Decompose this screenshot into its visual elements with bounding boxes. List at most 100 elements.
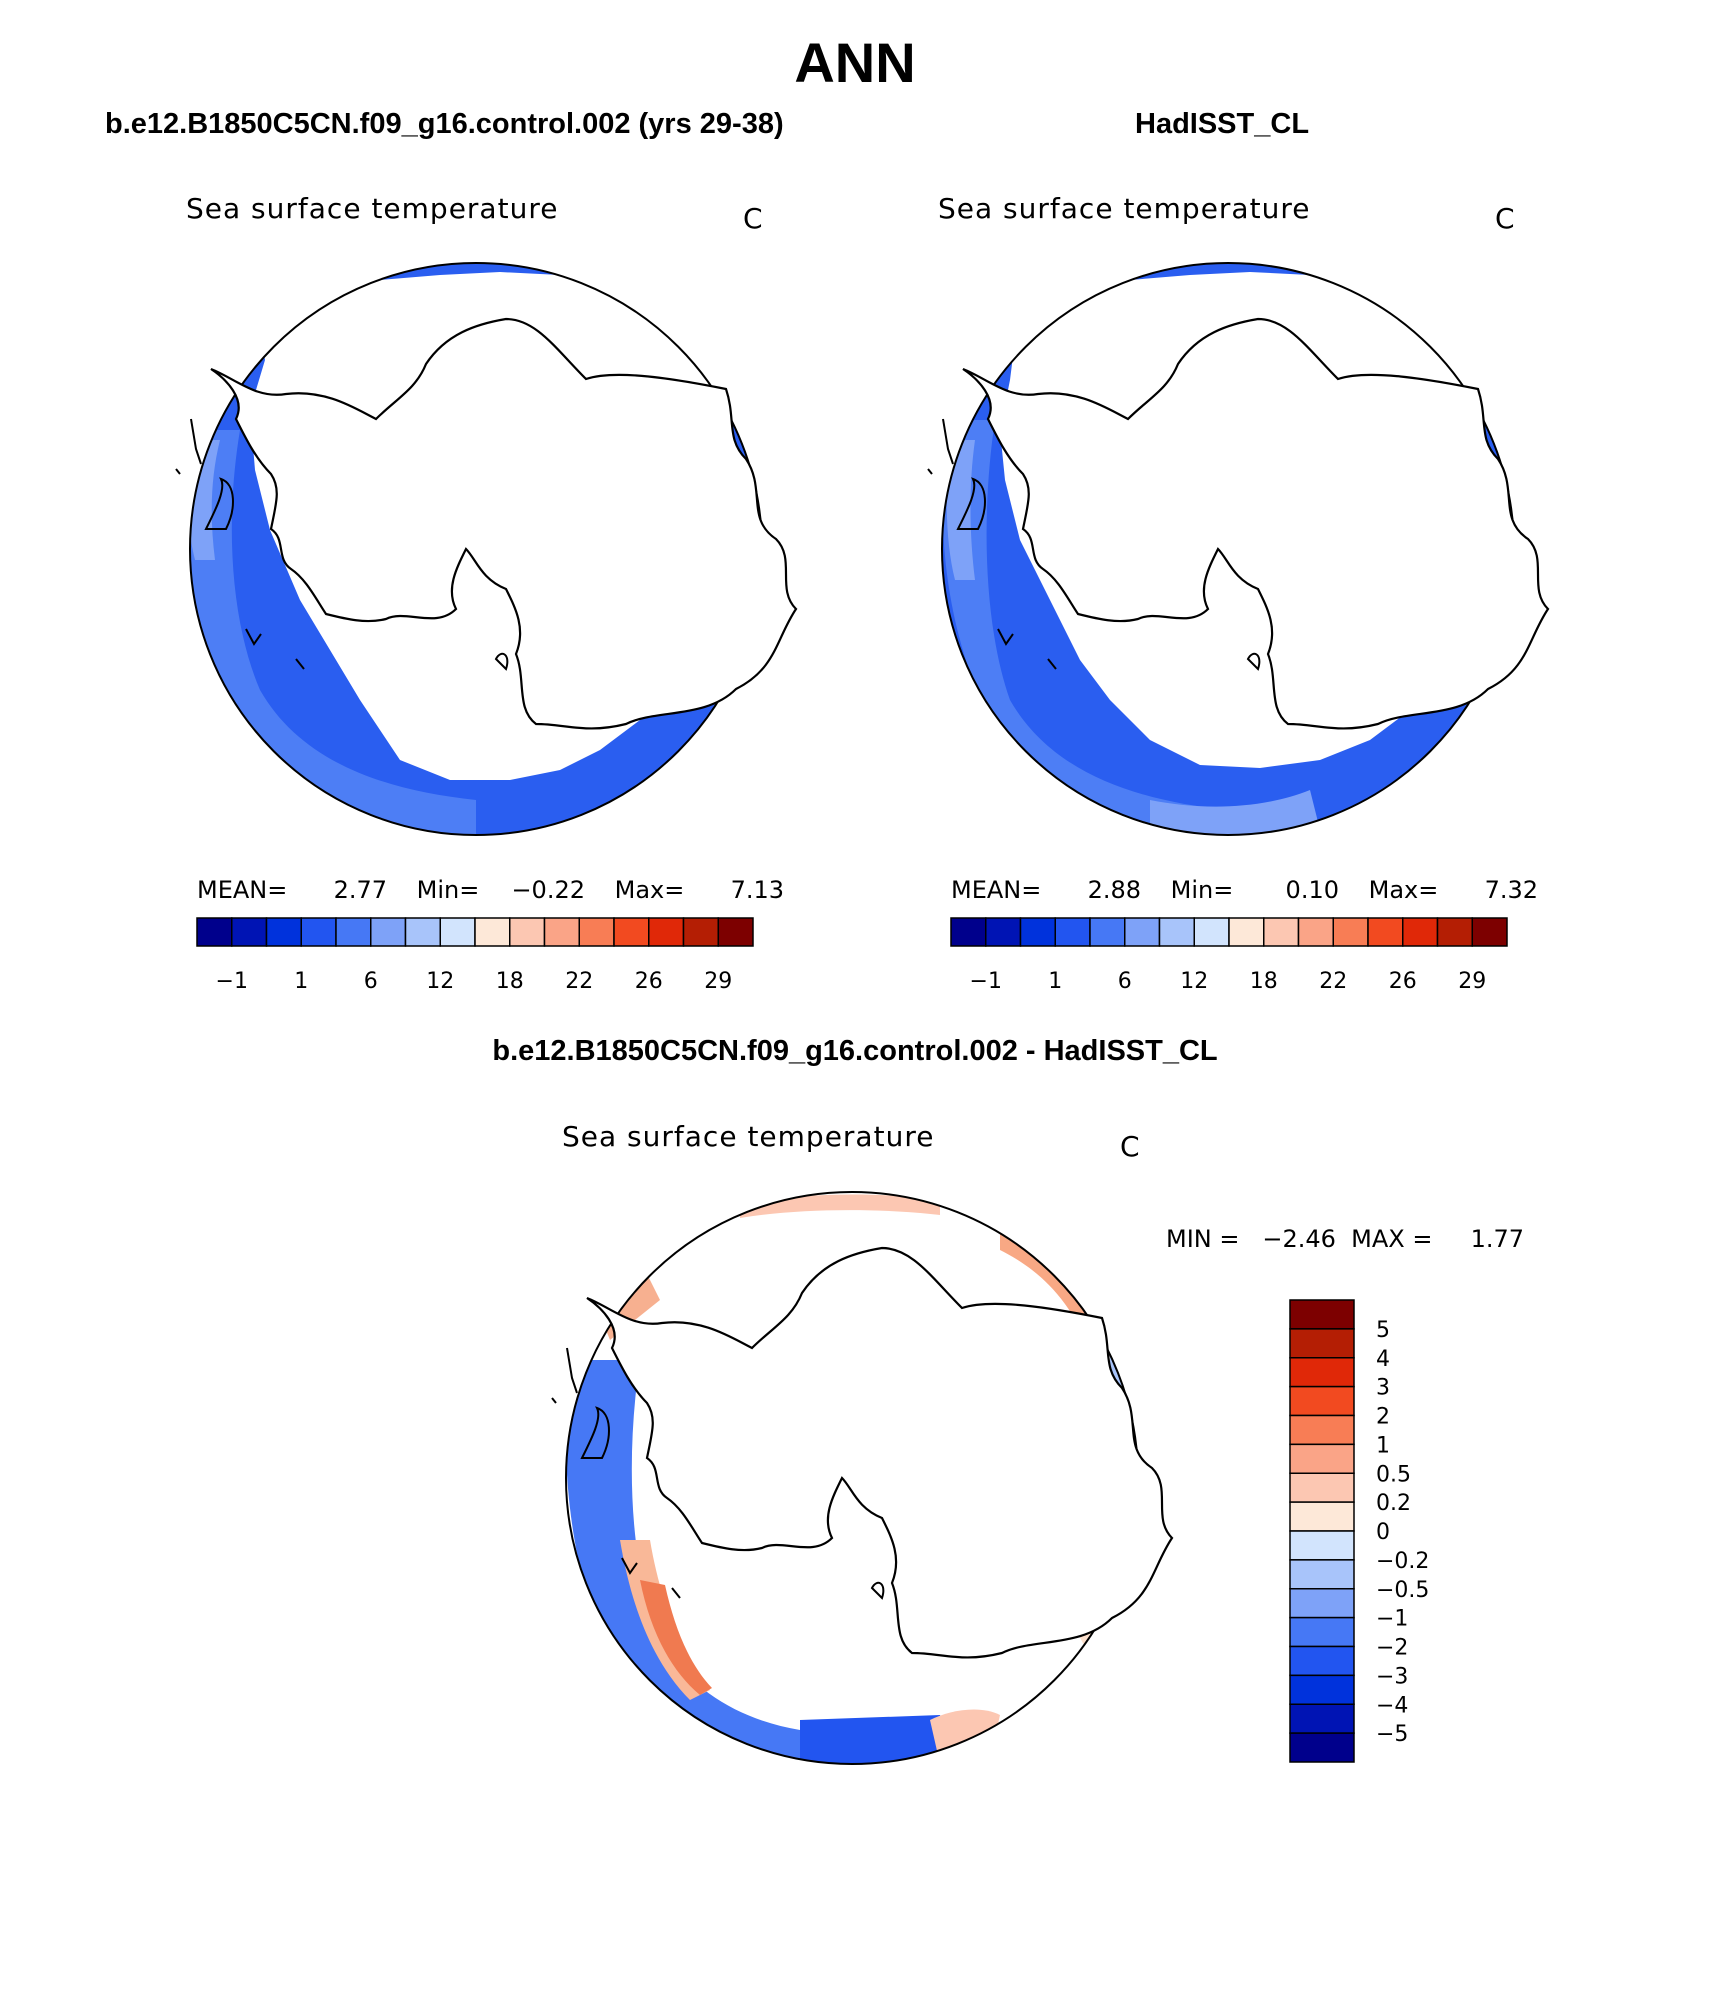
diff-colorbar: 5 4 3 2 1 0.5 0.2 0 −0.2 −0.5 −1 −2 −3 −4 −5: [1289, 1299, 1429, 1763]
obs-colorbar-box: [950, 917, 987, 947]
model-colorbar-box: [300, 917, 337, 947]
obs-colorbar-box: [1263, 917, 1300, 947]
diff-stats: MIN = −2.46 MAX = 1.77: [1166, 1225, 1525, 1253]
diff-colorbar-box: [1289, 1616, 1355, 1648]
model-stats: MEAN= 2.77 Min= −0.22 Max= 7.13: [197, 876, 784, 904]
obs-colorbar-box: [1367, 917, 1404, 947]
model-colorbar-box: [578, 917, 615, 947]
diff-colorbar-box: [1289, 1501, 1355, 1532]
model-colorbar-tick-label: 12: [426, 969, 454, 994]
obs-colorbar-tick-label: 6: [1118, 969, 1132, 994]
obs-map: [926, 262, 1550, 836]
obs-colorbar-box: [1054, 917, 1091, 947]
figure-title: ANN: [794, 31, 916, 94]
model-max-value: 7.13: [730, 876, 784, 904]
diff-colorbar-tick-label: 0.2: [1376, 1491, 1411, 1516]
diff-colorbar-tick-label: −0.2: [1376, 1549, 1429, 1574]
obs-mean-value: 2.88: [1087, 876, 1141, 904]
obs-units-label: C: [1495, 202, 1515, 235]
obs-mean-label: MEAN=: [951, 876, 1042, 904]
model-colorbar-box: [196, 917, 233, 947]
model-colorbar-box: [682, 917, 719, 947]
obs-colorbar-box: [1471, 917, 1508, 947]
model-min-label: Min=: [416, 876, 480, 904]
diff-colorbar-box: [1289, 1559, 1355, 1590]
model-colorbar-tick-label: 26: [635, 969, 663, 994]
diff-colorbar-box: [1289, 1299, 1355, 1330]
obs-colorbar-box: [1019, 917, 1056, 947]
model-colorbar-box: [648, 917, 685, 947]
obs-colorbar-tick-label: 29: [1458, 969, 1486, 994]
model-colorbar-box: [474, 917, 511, 947]
obs-colorbar-box: [1436, 917, 1473, 947]
obs-colorbar-box: [1332, 917, 1369, 947]
model-colorbar-tick-label: 22: [565, 969, 593, 994]
obs-max-label: Max=: [1368, 876, 1439, 904]
model-mean-value: 2.77: [333, 876, 387, 904]
diff-colorbar-tick-label: −3: [1376, 1664, 1408, 1689]
model-max-label: Max=: [614, 876, 685, 904]
model-panel-title: b.e12.B1850C5CN.f09_g16.control.002 (yrs…: [105, 108, 784, 140]
model-colorbar-tick-label: 6: [364, 969, 378, 994]
obs-colorbar-box: [1089, 917, 1126, 947]
obs-colorbar-box: [1158, 917, 1195, 947]
diff-variable-label: Sea surface temperature: [562, 1120, 935, 1153]
model-colorbar: −1 1 6 12 18 22 26 29: [196, 917, 754, 994]
model-colorbar-box: [509, 917, 546, 947]
model-colorbar-tick-label: 29: [704, 969, 732, 994]
obs-colorbar-tick-label: −1: [970, 969, 1002, 994]
diff-units-label: C: [1120, 1130, 1140, 1163]
diff-colorbar-box: [1289, 1414, 1355, 1446]
obs-colorbar-box: [1124, 917, 1161, 947]
diff-colorbar-box: [1289, 1588, 1355, 1619]
model-mean-label: MEAN=: [197, 876, 288, 904]
diff-colorbar-box: [1289, 1328, 1355, 1359]
model-variable-label: Sea surface temperature: [186, 192, 559, 225]
obs-colorbar-tick-label: 12: [1180, 969, 1208, 994]
diff-colorbar-box: [1289, 1385, 1355, 1417]
model-colorbar-box: [231, 917, 268, 947]
obs-colorbar-tick-label: 18: [1250, 969, 1278, 994]
diff-colorbar-tick-label: 5: [1376, 1318, 1390, 1343]
diff-colorbar-box: [1289, 1703, 1355, 1734]
obs-colorbar-tick-label: 26: [1389, 969, 1417, 994]
diff-colorbar-box: [1289, 1443, 1355, 1474]
diff-colorbar-tick-label: −1: [1376, 1607, 1408, 1632]
model-colorbar-box: [335, 917, 372, 947]
diff-panel-title: b.e12.B1850C5CN.f09_g16.control.002 - Ha…: [492, 1035, 1218, 1067]
obs-min-label: Min=: [1170, 876, 1234, 904]
model-colorbar-box: [717, 917, 754, 947]
model-colorbar-tick-label: 1: [294, 969, 308, 994]
diff-colorbar-tick-label: 2: [1376, 1405, 1390, 1430]
obs-max-value: 7.32: [1484, 876, 1538, 904]
obs-colorbar-box: [1228, 917, 1265, 947]
obs-colorbar: −1 1 6 12 18 22 26 29: [950, 917, 1508, 994]
model-colorbar-box: [404, 917, 441, 947]
diff-colorbar-tick-label: −2: [1376, 1636, 1408, 1661]
obs-colorbar-box: [1193, 917, 1230, 947]
model-min-value: −0.22: [511, 876, 585, 904]
obs-variable-label: Sea surface temperature: [938, 192, 1311, 225]
obs-colorbar-box: [985, 917, 1022, 947]
obs-panel-title: HadISST_CL: [1135, 108, 1310, 140]
diff-colorbar-box: [1289, 1732, 1355, 1763]
model-colorbar-box: [370, 917, 407, 947]
obs-colorbar-tick-label: 22: [1319, 969, 1347, 994]
diff-colorbar-box: [1289, 1357, 1355, 1388]
obs-min-value: 0.10: [1285, 876, 1339, 904]
model-colorbar-box: [543, 917, 580, 947]
diff-colorbar-box: [1289, 1645, 1355, 1677]
model-colorbar-box: [439, 917, 476, 947]
diff-colorbar-box: [1289, 1674, 1355, 1705]
diff-colorbar-tick-label: 0.5: [1376, 1462, 1411, 1487]
diff-colorbar-tick-label: −4: [1376, 1693, 1408, 1718]
diff-colorbar-box: [1289, 1472, 1355, 1503]
diff-colorbar-tick-label: −5: [1376, 1722, 1408, 1747]
diff-colorbar-box: [1289, 1530, 1355, 1561]
obs-colorbar-box: [1402, 917, 1439, 947]
diff-colorbar-tick-label: 4: [1376, 1347, 1390, 1372]
obs-colorbar-tick-label: 1: [1048, 969, 1062, 994]
model-colorbar-tick-label: −1: [216, 969, 248, 994]
diff-colorbar-tick-label: 3: [1376, 1376, 1390, 1401]
